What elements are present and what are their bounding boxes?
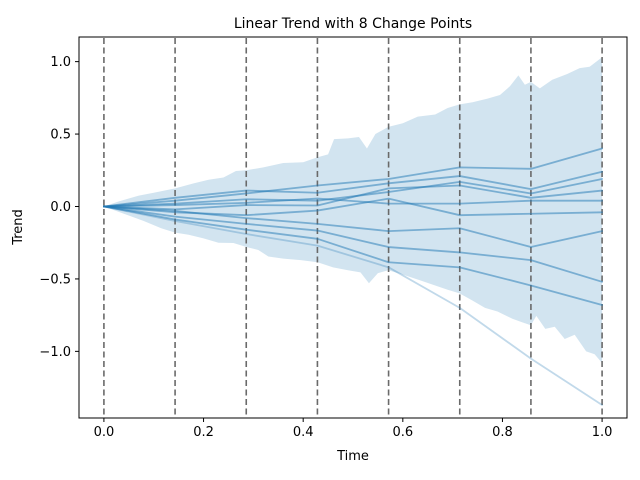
trend-sample-2 — [103, 170, 603, 208]
trend-sample-1 — [103, 147, 603, 208]
y-tick-label: −1.0 — [39, 345, 71, 360]
chart-title: Linear Trend with 8 Change Points — [234, 16, 472, 32]
trend-sample-7 — [103, 205, 603, 248]
confidence-band — [103, 57, 603, 363]
x-tick-label: 0.6 — [392, 425, 413, 440]
x-tick-label: 0.8 — [492, 425, 513, 440]
trend-sample-8 — [103, 205, 603, 283]
y-tick-label: 0.5 — [50, 128, 71, 143]
confidence-band-layer — [103, 57, 603, 363]
trend-sample-10 — [103, 205, 603, 406]
x-tick-label: 1.0 — [592, 425, 613, 440]
x-tick-label: 0.4 — [293, 425, 314, 440]
y-tick-label: 0.0 — [50, 200, 71, 215]
x-tick-label: 0.0 — [94, 425, 115, 440]
trend-sample-9 — [103, 205, 603, 306]
axes-layer: 0.0 0.2 0.4 0.6 0.8 1.0 1.0 0.5 0.0 −0.5 −1.0 — [39, 36, 628, 440]
plot-border — [78, 36, 628, 419]
change-point-layer — [103, 38, 603, 417]
x-tick-label: 0.2 — [193, 425, 214, 440]
y-axis-label: Trend — [11, 209, 26, 246]
y-tick-label: −0.5 — [39, 272, 71, 287]
trend-sample-5 — [103, 197, 603, 208]
trend-sample-4 — [103, 184, 603, 211]
y-tick-label: 1.0 — [50, 55, 71, 70]
trend-lines-layer — [103, 147, 603, 406]
x-axis-label: Time — [336, 449, 369, 464]
